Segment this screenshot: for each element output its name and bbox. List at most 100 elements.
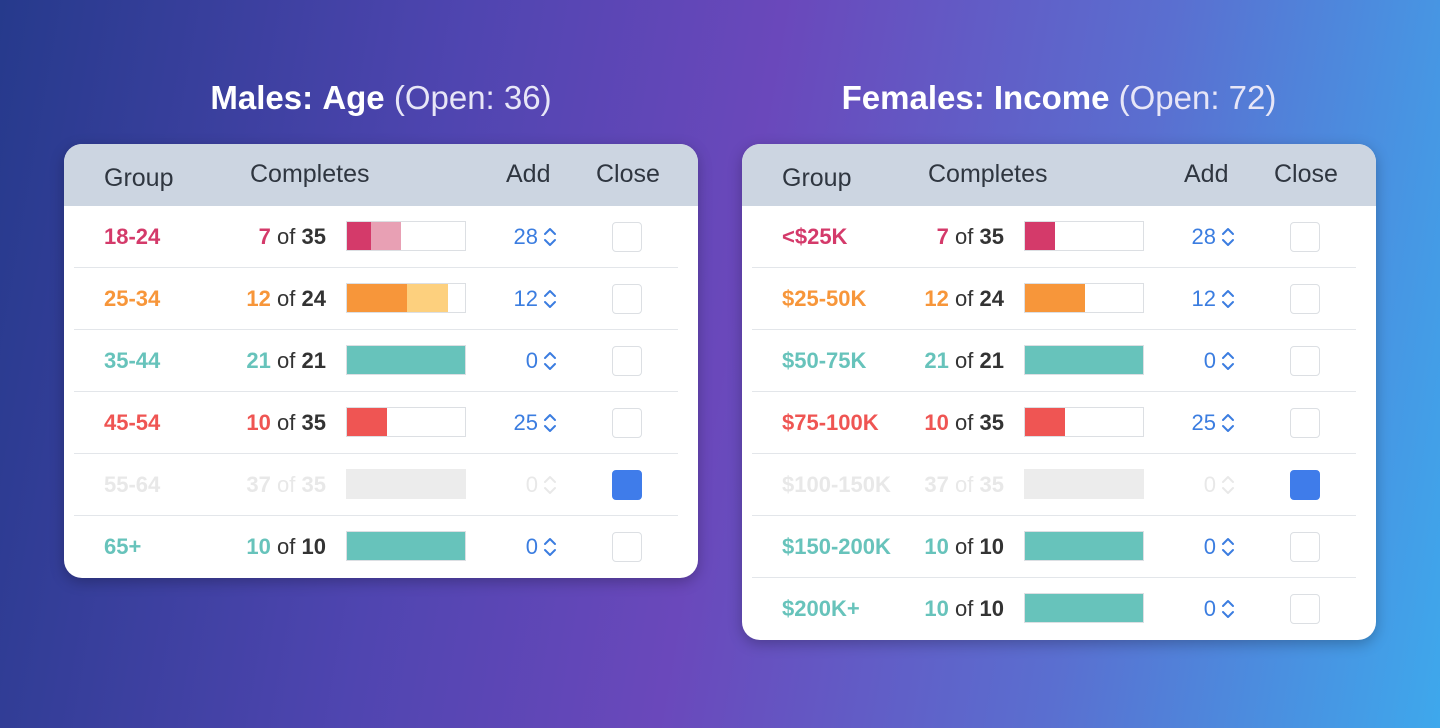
header-add: Add [1184, 160, 1229, 188]
completes-target: 21 [301, 348, 326, 373]
group-label: $200K+ [782, 596, 860, 621]
progress-bar [346, 469, 466, 499]
add-value[interactable]: 0 [1203, 596, 1216, 621]
stepper-chevron-icon[interactable] [1220, 411, 1236, 435]
table-row: $50-75K 21 of 21 0 [752, 330, 1356, 392]
progress-bar [1024, 283, 1144, 313]
header-close: Close [596, 160, 660, 188]
add-value[interactable]: 0 [1203, 472, 1216, 497]
progress-fill [1025, 222, 1055, 250]
stepper-chevron-icon[interactable] [542, 473, 558, 497]
progress-fill [1025, 532, 1143, 560]
stepper-chevron-icon[interactable] [542, 349, 558, 373]
table-row: 35-44 21 of 21 0 [74, 330, 678, 392]
of-label: of [955, 224, 974, 249]
progress-bar [1024, 593, 1144, 623]
progress-fill [347, 222, 371, 250]
close-checkbox[interactable] [612, 408, 642, 438]
add-value[interactable]: 0 [525, 534, 538, 559]
title-open-count: (Open: 36) [393, 79, 552, 116]
add-value[interactable]: 28 [513, 224, 538, 249]
stepper-chevron-icon[interactable] [1220, 597, 1236, 621]
completes-count: 12 of 24 [246, 286, 326, 312]
close-checkbox[interactable] [612, 532, 642, 562]
group-label: 55-64 [104, 472, 161, 497]
stepper-chevron-icon[interactable] [542, 225, 558, 249]
close-checkbox[interactable] [1290, 594, 1320, 624]
panel-title: Females: Income (Open: 72) [742, 78, 1376, 118]
table-row: $75-100K 10 of 35 25 [752, 392, 1356, 454]
completes-count: 10 of 10 [246, 534, 326, 560]
completes-count: 7 of 35 [937, 224, 1004, 250]
group-label: $50-75K [782, 348, 867, 373]
header-group: Group [782, 164, 852, 192]
stepper-chevron-icon[interactable] [542, 535, 558, 559]
of-label: of [277, 224, 296, 249]
completes-target: 10 [301, 534, 326, 559]
table-row: 45-54 10 of 35 25 [74, 392, 678, 454]
add-value[interactable]: 0 [1203, 348, 1216, 373]
header-add: Add [506, 160, 551, 188]
progress-bar [1024, 221, 1144, 251]
quota-table: Group Completes Add Close <$25K 7 of 35 28… [742, 144, 1376, 640]
completes-count: 37 of 35 [924, 472, 1004, 498]
title-bold: Males: [210, 79, 314, 116]
completes-done: 21 [246, 348, 271, 373]
panel-title: Males: Age (Open: 36) [64, 78, 698, 118]
header-completes: Completes [928, 160, 1048, 188]
title-open-count: (Open: 72) [1118, 79, 1277, 116]
completes-done: 10 [246, 410, 271, 435]
add-value[interactable]: 25 [1191, 410, 1216, 435]
header-completes: Completes [250, 160, 370, 188]
add-value[interactable]: 0 [1203, 534, 1216, 559]
progress-pending-fill [407, 284, 448, 312]
stepper-chevron-icon[interactable] [1220, 225, 1236, 249]
stepper-chevron-icon[interactable] [542, 287, 558, 311]
completes-count: 21 of 21 [924, 348, 1004, 374]
title-topic: Income [993, 79, 1110, 116]
close-checkbox[interactable] [612, 222, 642, 252]
add-value[interactable]: 25 [513, 410, 538, 435]
of-label: of [955, 472, 974, 497]
of-label: of [955, 534, 974, 559]
table-body: <$25K 7 of 35 28 $25-50K 12 of 24 12 $50-75K 21… [742, 206, 1376, 640]
close-checkbox[interactable] [1290, 470, 1320, 500]
progress-pending-fill [371, 222, 401, 250]
of-label: of [277, 348, 296, 373]
of-label: of [277, 534, 296, 559]
add-value[interactable]: 28 [1191, 224, 1216, 249]
stepper-chevron-icon[interactable] [1220, 535, 1236, 559]
close-checkbox[interactable] [1290, 408, 1320, 438]
table-header: Group Completes Add Close [64, 144, 698, 206]
add-value[interactable]: 0 [525, 472, 538, 497]
stepper-chevron-icon[interactable] [542, 411, 558, 435]
group-label: $100-150K [782, 472, 891, 497]
close-checkbox[interactable] [1290, 346, 1320, 376]
progress-bar [1024, 531, 1144, 561]
completes-done: 12 [246, 286, 271, 311]
close-checkbox[interactable] [1290, 222, 1320, 252]
completes-target: 35 [301, 410, 326, 435]
completes-count: 10 of 10 [924, 596, 1004, 622]
close-checkbox[interactable] [612, 470, 642, 500]
close-checkbox[interactable] [612, 284, 642, 314]
close-checkbox[interactable] [1290, 284, 1320, 314]
close-checkbox[interactable] [1290, 532, 1320, 562]
completes-target: 35 [301, 224, 326, 249]
progress-fill [347, 532, 465, 560]
add-value[interactable]: 0 [525, 348, 538, 373]
table-row: 25-34 12 of 24 12 [74, 268, 678, 330]
completes-target: 10 [979, 534, 1004, 559]
add-value[interactable]: 12 [513, 286, 538, 311]
close-checkbox[interactable] [612, 346, 642, 376]
progress-fill [1025, 346, 1143, 374]
stepper-chevron-icon[interactable] [1220, 349, 1236, 373]
stepper-chevron-icon[interactable] [1220, 287, 1236, 311]
completes-done: 21 [924, 348, 949, 373]
completes-count: 10 of 35 [246, 410, 326, 436]
completes-target: 35 [979, 224, 1004, 249]
table-row: 18-24 7 of 35 28 [74, 206, 678, 268]
progress-fill [347, 284, 407, 312]
add-value[interactable]: 12 [1191, 286, 1216, 311]
stepper-chevron-icon[interactable] [1220, 473, 1236, 497]
